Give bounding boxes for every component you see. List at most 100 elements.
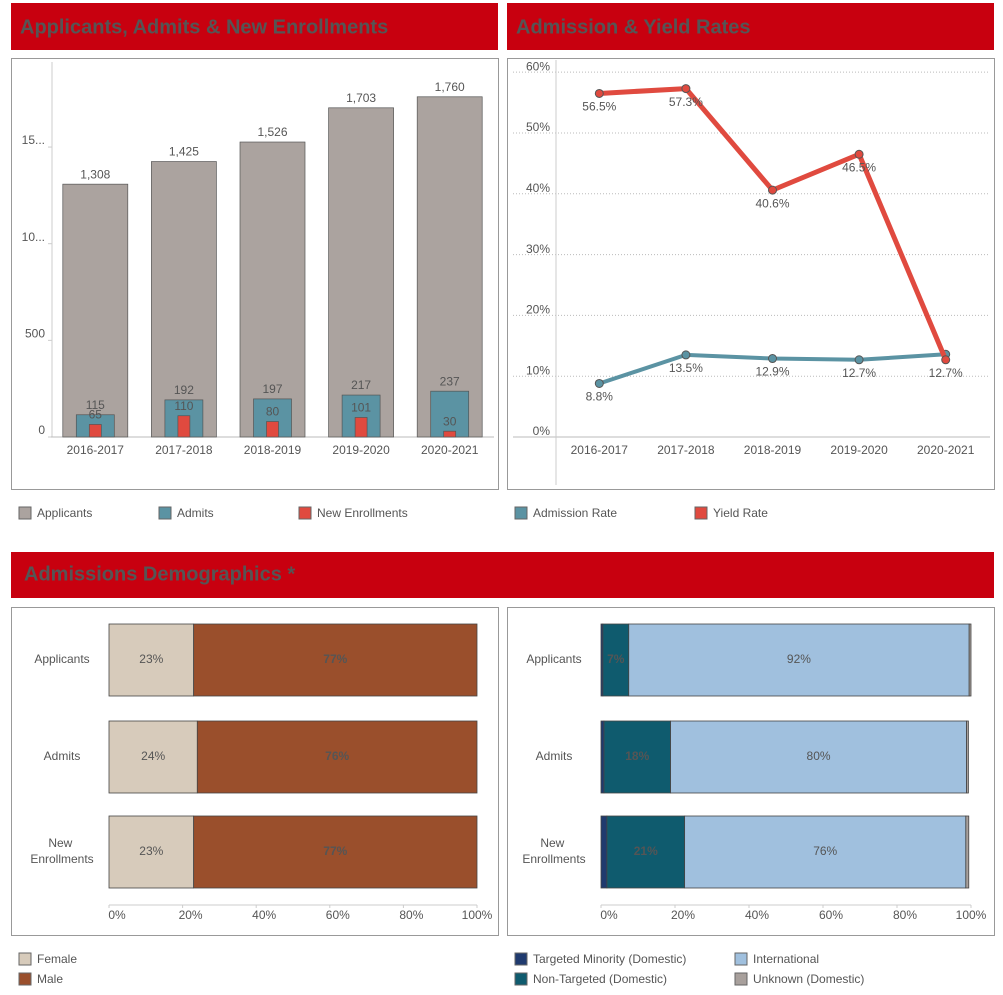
data-label: 76% — [813, 844, 837, 858]
legend-label: Admits — [177, 506, 214, 520]
y-tick-label: 0 — [38, 423, 45, 437]
legend-label: Applicants — [37, 506, 92, 520]
point — [681, 84, 691, 94]
data-label: 18% — [625, 749, 649, 763]
x-tick-label: 2018-2019 — [244, 443, 302, 457]
data-label: 77% — [323, 652, 347, 666]
bar-segment — [600, 720, 605, 794]
x-tick-label: 0% — [108, 908, 126, 922]
bar-segment — [600, 815, 608, 889]
x-tick-label: 100% — [956, 908, 987, 922]
data-label: 56.5% — [582, 100, 616, 114]
bar — [443, 430, 457, 438]
chart-title: Admission & Yield Rates — [516, 16, 751, 38]
header-bar — [507, 3, 994, 50]
x-tick-label: 60% — [326, 908, 350, 922]
legend-swatch — [158, 506, 172, 520]
data-label: 46.5% — [842, 160, 876, 174]
point — [768, 185, 777, 195]
data-label: 1,703 — [346, 91, 376, 105]
bar-segment — [602, 623, 630, 697]
legend-swatch — [694, 506, 708, 520]
header-bar — [11, 552, 994, 598]
data-label: 23% — [139, 652, 163, 666]
bar-segment — [966, 720, 969, 794]
x-tick-label: 40% — [745, 908, 769, 922]
bar — [266, 421, 279, 438]
x-tick-label: 2019-2020 — [332, 443, 390, 457]
bar-segment — [968, 623, 972, 697]
panel — [507, 607, 995, 936]
x-tick-label: 2019-2020 — [830, 443, 888, 457]
bar — [62, 183, 129, 438]
bar-segment — [108, 623, 195, 697]
bar-segment — [684, 815, 967, 889]
data-label: 115 — [86, 398, 105, 412]
x-tick-label: 40% — [252, 908, 276, 922]
data-label: 21% — [634, 844, 658, 858]
legend-label: Female — [37, 952, 77, 966]
legend-label: Yield Rate — [713, 506, 768, 520]
header-bar — [11, 3, 498, 50]
bar — [430, 390, 470, 438]
data-label: 76% — [325, 749, 349, 763]
legend-swatch — [734, 972, 748, 986]
legend-swatch — [298, 506, 312, 520]
bar-segment — [108, 720, 198, 794]
point — [768, 354, 777, 364]
y-tick-label: 20% — [526, 303, 550, 317]
y-tick-label: 0% — [533, 424, 551, 438]
y-tick-label: 500 — [25, 327, 45, 341]
legend-swatch — [514, 972, 528, 986]
bar-segment — [193, 623, 478, 697]
legend-swatch — [18, 506, 32, 520]
y-tick-label: 10% — [526, 363, 550, 377]
x-tick-label: 0% — [600, 908, 618, 922]
data-label: 12.7% — [929, 366, 963, 380]
bar-segment — [606, 815, 686, 889]
legend-label: New Enrollments — [317, 506, 408, 520]
data-label: 80% — [807, 749, 831, 763]
panel — [11, 58, 499, 490]
data-label: 77% — [323, 844, 347, 858]
bar — [328, 107, 394, 438]
data-label: 12.7% — [842, 366, 876, 380]
y-tick-label: 40% — [526, 181, 550, 195]
point — [594, 378, 604, 388]
x-tick-label: 20% — [179, 908, 203, 922]
bar-segment — [965, 815, 970, 889]
legend-swatch — [18, 972, 32, 986]
x-tick-label: 20% — [671, 908, 695, 922]
data-label: 65 — [89, 408, 103, 422]
bar-segment — [193, 815, 478, 889]
data-label: 23% — [139, 844, 163, 858]
category-label: Applicants — [34, 652, 89, 666]
data-label: 92% — [787, 652, 811, 666]
data-label: 13.5% — [669, 361, 703, 375]
data-label: 101 — [351, 401, 371, 415]
x-tick-label: 2017-2018 — [657, 443, 715, 457]
panel — [11, 607, 499, 936]
line — [599, 86, 949, 361]
data-label: 217 — [351, 378, 371, 392]
chart-title: Applicants, Admits & New Enrollments — [20, 16, 388, 38]
data-label: 30 — [443, 414, 457, 428]
x-tick-label: 80% — [399, 908, 423, 922]
data-label: 1,308 — [80, 167, 110, 181]
data-label: 8.8% — [586, 390, 614, 404]
point — [854, 149, 864, 159]
x-tick-label: 100% — [462, 908, 493, 922]
data-label: 237 — [440, 374, 460, 388]
panel — [507, 58, 995, 490]
legend-swatch — [514, 506, 528, 520]
y-tick-label: 60% — [526, 59, 550, 73]
legend-label: Admission Rate — [533, 506, 617, 520]
point — [681, 350, 691, 360]
y-tick-label: 10... — [22, 230, 45, 244]
category-label: Admits — [44, 749, 81, 763]
chart-title: Admissions Demographics * — [24, 563, 295, 585]
point — [594, 88, 604, 98]
x-tick-label: 2017-2018 — [155, 443, 213, 457]
